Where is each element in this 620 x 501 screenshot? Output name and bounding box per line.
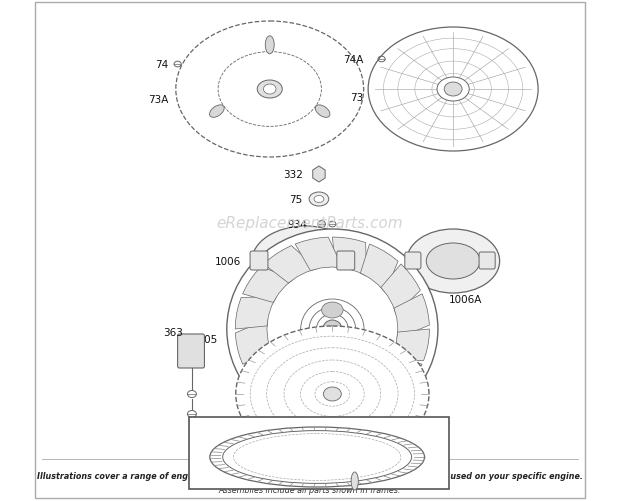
Ellipse shape — [351, 472, 358, 490]
Ellipse shape — [316, 106, 330, 118]
Text: 23: 23 — [245, 439, 258, 449]
Ellipse shape — [444, 83, 462, 97]
Ellipse shape — [323, 320, 342, 338]
Ellipse shape — [318, 221, 326, 228]
Polygon shape — [244, 344, 284, 394]
Ellipse shape — [427, 243, 480, 280]
Text: 726: 726 — [197, 425, 216, 435]
Polygon shape — [332, 237, 366, 277]
Ellipse shape — [236, 326, 429, 462]
Text: 1005: 1005 — [192, 334, 218, 344]
Ellipse shape — [322, 303, 343, 318]
Text: 73A: 73A — [148, 95, 169, 105]
Ellipse shape — [437, 78, 469, 102]
Text: 73: 73 — [350, 93, 364, 103]
Text: 74A: 74A — [343, 55, 364, 65]
Text: Illustrations cover a range of engines. Parts shown without corresponding text m: Illustrations cover a range of engines. … — [37, 471, 583, 480]
Bar — [189, 417, 449, 489]
Polygon shape — [267, 366, 304, 414]
Polygon shape — [348, 375, 401, 413]
Ellipse shape — [273, 249, 288, 274]
Polygon shape — [242, 267, 294, 303]
Polygon shape — [298, 382, 332, 421]
Text: 1006: 1006 — [215, 257, 241, 267]
Text: 695: 695 — [326, 471, 346, 481]
Text: 1006A: 1006A — [449, 295, 482, 305]
Ellipse shape — [339, 331, 360, 347]
Polygon shape — [312, 167, 325, 183]
Ellipse shape — [290, 250, 322, 273]
Ellipse shape — [176, 22, 364, 158]
Ellipse shape — [407, 229, 500, 294]
Text: 332: 332 — [283, 170, 303, 180]
Polygon shape — [264, 246, 317, 284]
Polygon shape — [322, 388, 370, 421]
Polygon shape — [235, 297, 277, 329]
Polygon shape — [381, 265, 420, 315]
FancyBboxPatch shape — [479, 253, 495, 270]
Ellipse shape — [274, 241, 337, 282]
Ellipse shape — [309, 192, 329, 206]
Ellipse shape — [318, 249, 332, 274]
Polygon shape — [371, 356, 422, 391]
Text: 75: 75 — [290, 194, 303, 204]
Ellipse shape — [324, 387, 341, 401]
Text: Assemblies include all parts shown in frames.: Assemblies include all parts shown in fr… — [219, 485, 401, 494]
Polygon shape — [360, 244, 398, 293]
Text: 165: 165 — [362, 427, 382, 437]
FancyBboxPatch shape — [405, 253, 421, 270]
Ellipse shape — [368, 28, 538, 152]
Polygon shape — [394, 294, 430, 339]
Polygon shape — [388, 329, 430, 362]
Ellipse shape — [257, 81, 282, 99]
Ellipse shape — [227, 229, 438, 429]
Ellipse shape — [252, 226, 359, 297]
Ellipse shape — [265, 37, 274, 55]
Ellipse shape — [264, 85, 276, 95]
Text: 74: 74 — [156, 60, 169, 70]
Ellipse shape — [304, 331, 326, 347]
Text: 934: 934 — [288, 219, 308, 229]
Polygon shape — [236, 320, 271, 365]
Polygon shape — [295, 237, 343, 271]
Ellipse shape — [314, 196, 324, 203]
Text: eReplacementParts.com: eReplacementParts.com — [216, 215, 404, 230]
FancyBboxPatch shape — [337, 252, 355, 271]
Ellipse shape — [210, 427, 425, 487]
FancyBboxPatch shape — [250, 252, 268, 271]
Ellipse shape — [210, 106, 224, 118]
FancyBboxPatch shape — [177, 334, 205, 368]
Text: 363: 363 — [163, 327, 183, 337]
